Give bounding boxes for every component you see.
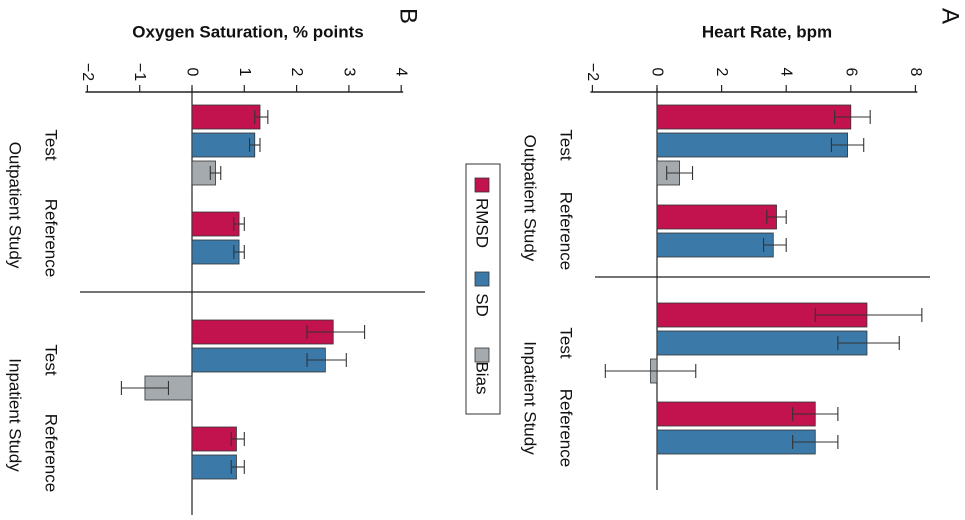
tick-label: 4	[393, 68, 410, 77]
bar-sd	[191, 454, 237, 480]
study-label: Inpatient Study	[521, 341, 540, 455]
legend-swatch-bias	[474, 347, 490, 363]
tick-label: 1	[236, 68, 253, 77]
category-label: Test	[557, 327, 576, 358]
legend-label-rmsd: RMSD	[473, 198, 492, 248]
bar-sd	[656, 429, 816, 455]
bar-rmsd	[656, 204, 777, 230]
tick-label: −2	[79, 63, 96, 81]
bar-sd	[191, 239, 240, 265]
legend-box	[465, 163, 501, 415]
bar-sd	[656, 132, 848, 158]
tick-label: −1	[131, 63, 148, 81]
tick-label: 2	[288, 68, 305, 77]
tick-label: 3	[340, 68, 357, 77]
study-label: Inpatient Study	[6, 358, 25, 472]
legend-label-sd: SD	[473, 293, 492, 317]
category-label: Reference	[557, 192, 576, 270]
axis-title: Heart Rate, bpm	[702, 23, 832, 42]
category-label: Test	[42, 129, 61, 160]
category-label: Reference	[557, 389, 576, 467]
chart-panel-b: B Oxygen Saturation, % points −2 −1 0 1 2 3 4 Tes…	[6, 8, 425, 515]
bar-rmsd	[191, 211, 240, 237]
tick-label: 2	[713, 68, 730, 77]
study-label: Outpatient Study	[6, 142, 25, 269]
legend-swatch-sd	[474, 271, 490, 287]
category-label: Test	[42, 344, 61, 375]
chart-panel-a: A Heart Rate, bpm −2 0 2 4 6 8 Test Reference Test…	[521, 8, 964, 490]
legend-label-bias: Bias	[473, 361, 492, 394]
bar-rmsd	[656, 104, 852, 130]
category-label: Reference	[42, 414, 61, 492]
tick-label: 4	[778, 68, 795, 77]
category-label: Test	[557, 129, 576, 160]
tick-label: 0	[184, 68, 201, 77]
axis-title: Oxygen Saturation, % points	[132, 23, 363, 42]
tick-label: 8	[907, 68, 924, 77]
figure-layer: A Heart Rate, bpm −2 0 2 4 6 8 Test Reference Test…	[6, 8, 964, 515]
category-label: Reference	[42, 199, 61, 277]
tick-label: −2	[584, 63, 601, 81]
study-label: Outpatient Study	[521, 135, 540, 262]
bar-rmsd	[191, 104, 261, 130]
bar-rmsd	[656, 401, 816, 427]
legend: RMSD SD Bias	[465, 163, 501, 415]
tick-label: 0	[649, 68, 666, 77]
bar-rmsd	[191, 426, 237, 452]
legend-swatch-rmsd	[474, 177, 490, 193]
panel-label: B	[395, 8, 422, 24]
tick-label: 6	[842, 68, 859, 77]
bar-sd	[191, 347, 326, 373]
bar-sd	[656, 330, 868, 356]
bar-sd	[656, 232, 774, 258]
panel-label: A	[937, 8, 964, 24]
bar-sd	[191, 132, 256, 158]
